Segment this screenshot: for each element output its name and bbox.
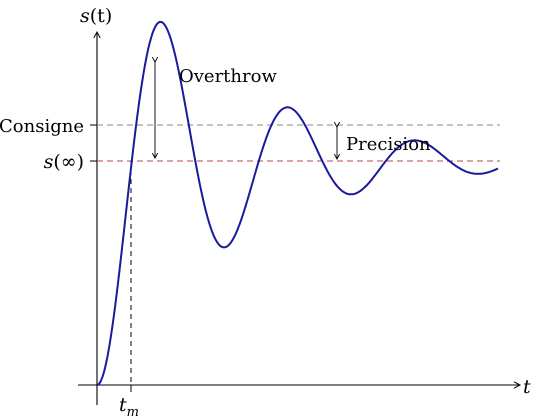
response-curve — [96, 20, 499, 386]
overshoot-label: Overthrow — [179, 66, 277, 87]
precision-label: Precision — [346, 134, 431, 155]
y-axis-label: s(t) — [80, 5, 112, 27]
rise-time-label: tm — [119, 394, 139, 419]
x-axis-label: t — [523, 376, 531, 398]
steady-state-label: s(∞) — [44, 151, 84, 173]
setpoint-label: Consigne — [0, 116, 84, 137]
